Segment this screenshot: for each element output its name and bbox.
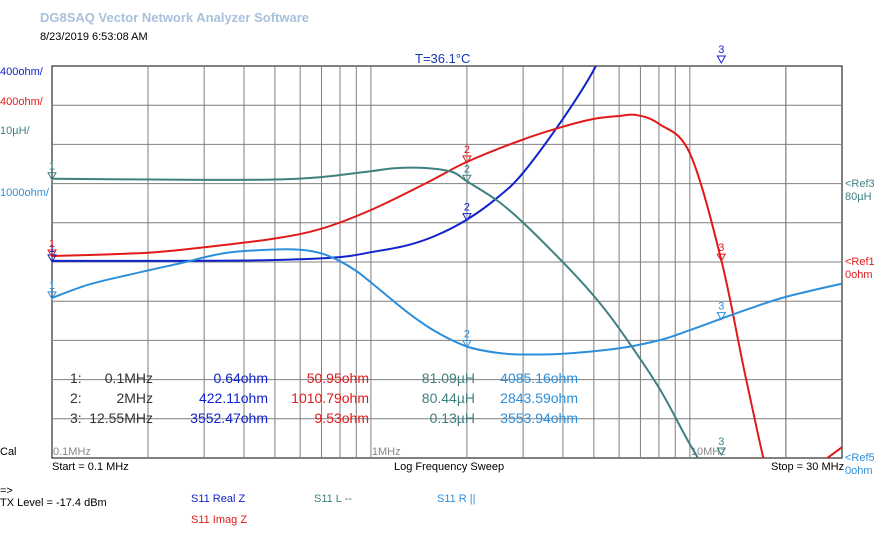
readout-index: 3: [70,410,82,426]
trace-r [52,248,842,356]
scale-label-r: 1000ohm/ [0,187,49,199]
marker-3-trace-l: 3 [716,436,727,457]
marker-triangle [462,155,472,164]
readout-r: 3553.94ohm [500,410,578,426]
readout-freq: 12.55MHz [89,410,153,426]
readout-imag_z: 1010.79ohm [291,390,369,406]
marker-label: 3 [718,436,724,448]
marker-triangle [716,312,727,321]
tx-level: TX Level = -17.4 dBm [0,497,107,509]
marker-triangle [716,447,727,457]
readout-index: 1: [70,370,82,386]
readout-real_z: 0.64ohm [214,370,268,386]
marker-label: 2 [464,163,470,175]
temperature-readout: T=36.1°C [415,51,471,66]
scale-label-real-z: 400ohm/ [0,66,43,78]
marker-triangle [462,213,472,222]
marker-label: 2 [464,329,470,341]
marker-label: 3 [718,301,724,313]
marker-label: 1 [49,243,55,255]
marker-triangle [47,172,57,181]
marker-triangle [47,249,57,259]
readout-row: 1: 0.1MHz 0.64ohm 50.95ohm 81.09µH 4085.16ohm [70,370,578,386]
readout-row: 3: 12.55MHz 3552.47ohm 9.53ohm 0.13µH 3553.94… [70,410,578,426]
marker-3-trace-r: 3 [716,301,727,321]
x-tick-labels: 0.1MHz 1MHz 10MHz [53,446,726,458]
traces [52,66,842,458]
readout-l: 81.09µH [422,370,475,386]
marker-1-trace-real-z: 1 [47,243,57,263]
marker-triangle [462,174,472,184]
readout-r: 4085.16ohm [500,370,578,386]
readout-imag_z: 50.95ohm [307,370,369,386]
readout-l: 0.13µH [430,410,475,426]
marker-label: 1 [49,280,55,292]
legend-imag-z[interactable]: S11 Imag Z [191,514,248,526]
sweep-type: Log Frequency Sweep [394,461,505,473]
ref3-label: <Ref3 80µH [845,178,874,203]
scale-label-l: 10µH/ [0,125,30,137]
ref5-label: <Ref5 0ohm [845,452,874,477]
readout-imag_z: 9.53ohm [315,410,369,426]
marker-1-trace-imag-z: 1 [47,238,57,259]
marker-triangle [716,55,727,65]
readout-index: 2: [70,390,82,406]
readout-real_z: 422.11ohm [199,390,268,406]
marker-2-trace-real-z: 2 [462,202,472,222]
readout-l: 80.44µH [422,390,475,406]
marker-triangle [462,340,472,349]
marker-label: 3 [718,44,724,56]
marker-triangle [47,291,57,300]
legend-r[interactable]: S11 R || [437,493,476,505]
marker-3-trace-imag-z: 3 [716,242,727,263]
readout-row: 2: 2MHz 422.11ohm 1010.79ohm 80.44µH 2843.59o… [70,390,578,406]
marker-readout: 1: 0.1MHz 0.64ohm 50.95ohm 81.09µH 4085.16ohm… [70,370,578,426]
x-tick-label: 0.1MHz [53,446,91,458]
sweep-stop: Stop = 30 MHz [771,461,845,473]
legend-l[interactable]: S11 L -- [314,493,352,505]
cal-indicator: Cal [0,446,17,458]
marker-1-trace-l: 1 [47,161,57,181]
app-title: DG8SAQ Vector Network Analyzer Software [40,10,309,25]
sweep-start: Start = 0.1 MHz [52,461,129,473]
marker-1-trace-r: 1 [47,280,57,300]
marker-triangle [716,253,727,263]
readout-freq: 2MHz [116,390,153,406]
legend-real-z[interactable]: S11 Real Z [191,493,246,505]
marker-2-trace-r: 2 [462,329,472,349]
marker-label: 3 [718,242,724,254]
marker-triangle [47,254,57,263]
marker-label: 1 [49,238,55,250]
readout-r: 2843.59ohm [500,390,578,406]
marker-2-trace-l: 2 [462,163,472,184]
marker-label: 1 [49,161,55,173]
marker-label: 2 [464,144,470,156]
trace-imag-z [52,113,842,458]
marker-3-trace-real-z: 3 [716,44,727,65]
x-tick-label: 1MHz [372,446,401,458]
marker-2-trace-imag-z: 2 [462,144,472,164]
marker-label: 2 [464,202,470,214]
x-tick-label: 10MHz [691,446,726,458]
arrow-indicator: => [0,485,13,497]
readout-real_z: 3552.47ohm [190,410,268,426]
timestamp: 8/23/2019 6:53:08 AM [40,31,148,43]
readout-freq: 0.1MHz [105,370,153,386]
scale-label-imag-z: 400ohm/ [0,96,43,108]
ref1-label: <Ref1 0ohm [845,256,874,281]
